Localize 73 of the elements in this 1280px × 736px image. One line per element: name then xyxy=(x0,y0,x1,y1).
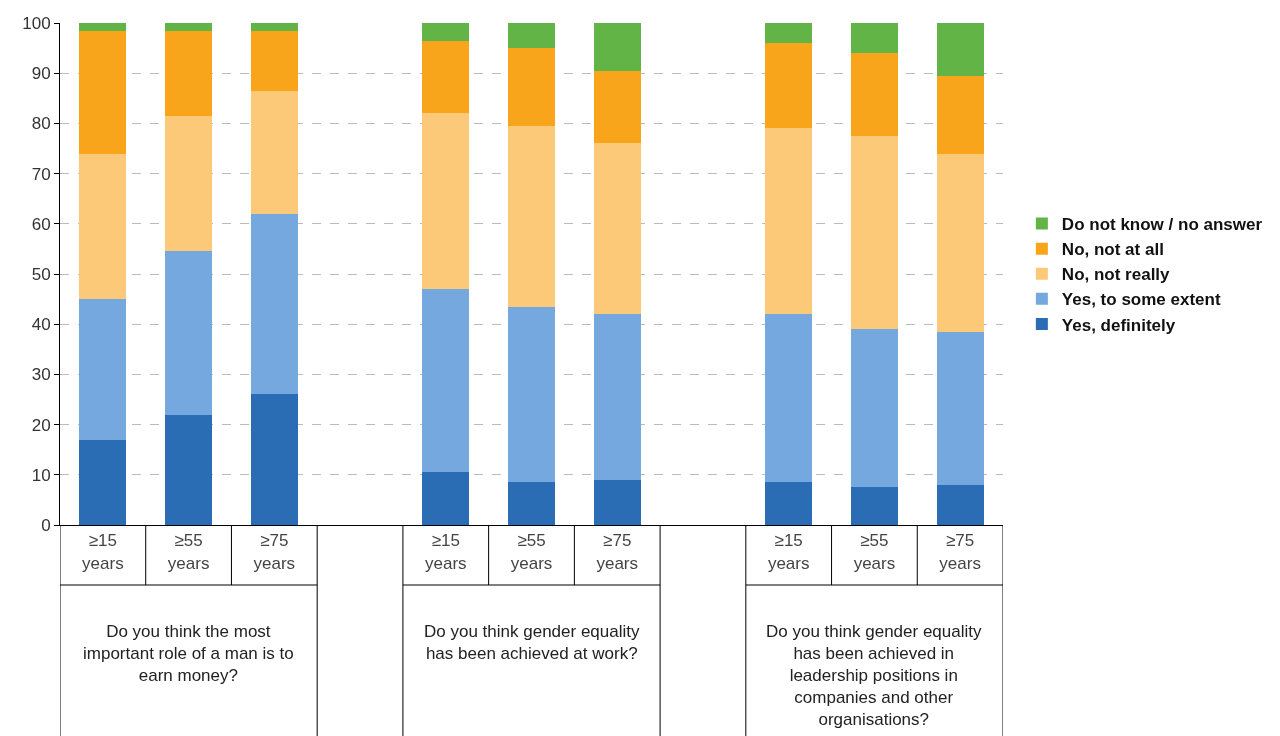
text: Do you think gender equality has been achieved in leadership positions in companies and other organisations? xyxy=(766,622,982,730)
x-tick-label: ≥75 years xyxy=(939,531,981,573)
legend-label: No, not at all xyxy=(1061,240,1164,260)
bar xyxy=(250,394,298,525)
legend-label: Yes, definitely xyxy=(1061,315,1176,335)
bar xyxy=(250,90,298,214)
text: Do you think the most important role of a man is to earn money? xyxy=(83,622,294,686)
bar xyxy=(765,43,813,129)
bar xyxy=(507,48,556,126)
y-tick-label: 40 xyxy=(31,315,51,335)
bar xyxy=(507,125,556,307)
x-tick-label: ≥15 years xyxy=(82,531,124,573)
bar xyxy=(850,487,898,525)
bar xyxy=(250,30,298,91)
bar xyxy=(507,306,556,483)
bar xyxy=(79,299,127,440)
bar xyxy=(507,23,556,49)
bar xyxy=(765,23,813,44)
bar xyxy=(936,484,984,525)
bar xyxy=(936,23,984,76)
x-tick-label: ≥15 years xyxy=(424,531,467,573)
bar xyxy=(593,479,641,525)
y-tick-label: 10 xyxy=(31,465,51,485)
bar xyxy=(165,23,213,31)
bar xyxy=(507,482,556,525)
bar xyxy=(79,30,127,154)
bar xyxy=(165,251,213,415)
y-tick-label: 100 xyxy=(22,13,51,33)
bar xyxy=(765,128,813,315)
bar xyxy=(765,314,813,483)
y-tick-label: 80 xyxy=(31,114,51,134)
y-tick-label: 50 xyxy=(31,264,51,284)
x-tick-label: ≥55 years xyxy=(167,531,210,573)
bar xyxy=(165,30,213,116)
y-tick-label: 60 xyxy=(31,214,51,234)
legend-label: Do not know / no answer xyxy=(1061,215,1263,235)
x-tick-label: ≥75 years xyxy=(596,531,639,573)
bar xyxy=(165,414,213,525)
bar xyxy=(936,153,984,332)
bar xyxy=(593,23,641,71)
bar xyxy=(250,213,298,395)
legend-label: No, not really xyxy=(1061,265,1171,285)
bar xyxy=(936,75,984,154)
bar xyxy=(936,331,984,485)
bar xyxy=(850,53,898,136)
bar xyxy=(850,329,898,488)
bar xyxy=(422,40,470,114)
y-tick-label: 70 xyxy=(31,164,51,184)
bar xyxy=(850,23,898,54)
bar xyxy=(593,314,641,480)
x-tick-label: ≥55 years xyxy=(853,531,896,573)
y-tick-label: 30 xyxy=(31,365,51,385)
bar xyxy=(765,482,813,525)
bar xyxy=(422,23,470,41)
x-tick-label: ≥15 years xyxy=(767,531,810,573)
bar xyxy=(79,153,127,300)
x-tick-label: ≥75 years xyxy=(253,531,296,573)
bar xyxy=(593,143,641,315)
bar xyxy=(79,23,127,31)
bar xyxy=(593,70,641,144)
y-tick-label: 90 xyxy=(31,64,51,84)
bar xyxy=(850,135,898,330)
bar xyxy=(422,113,470,290)
bar xyxy=(165,115,213,252)
bar xyxy=(79,439,127,525)
x-tick-label: ≥55 years xyxy=(510,531,553,573)
legend-label: Yes, to some extent xyxy=(1061,290,1221,310)
y-tick-label: 20 xyxy=(31,415,51,435)
bar xyxy=(250,23,298,31)
bar xyxy=(422,472,470,525)
y-tick-label: 0 xyxy=(41,515,51,535)
bar xyxy=(422,289,470,473)
text: Do you think gender equality has been achieved at work? xyxy=(424,622,640,664)
